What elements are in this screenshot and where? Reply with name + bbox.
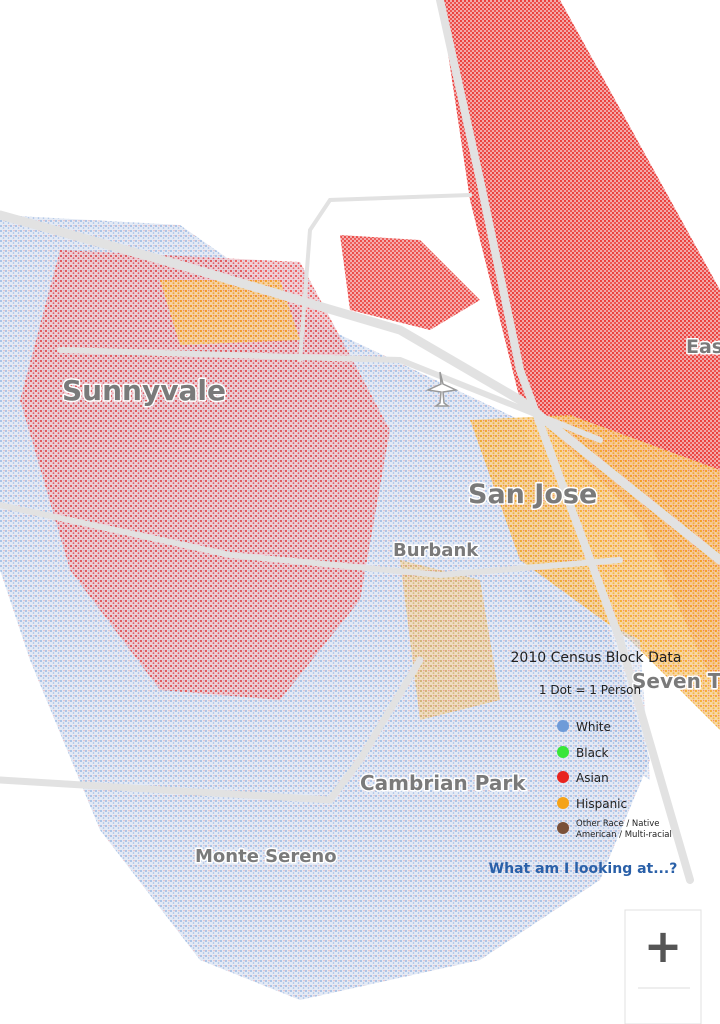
- legend-label: Other Race / Native: [576, 819, 659, 829]
- legend-swatch: [557, 822, 569, 834]
- place-label: Sunnyvale: [62, 374, 226, 407]
- place-label: Burbank: [393, 540, 479, 561]
- legend-subtitle: 1 Dot = 1 Person: [539, 683, 641, 697]
- place-label: Monte Sereno: [195, 846, 337, 867]
- legend-swatch: [557, 771, 569, 783]
- legend-swatch: [557, 797, 569, 809]
- roads: [0, 0, 720, 884]
- legend: 2010 Census Block Data 1 Dot = 1 Person …: [511, 650, 682, 840]
- legend-swatch: [557, 746, 569, 758]
- place-label: Eas: [686, 336, 720, 358]
- legend-title: 2010 Census Block Data: [511, 650, 682, 666]
- dot-density: [0, 0, 720, 1000]
- legend-label: Hispanic: [576, 797, 627, 811]
- airport-icon: [425, 371, 459, 407]
- place-label: Cambrian Park: [360, 771, 526, 795]
- info-link[interactable]: What am I looking at...?: [489, 861, 678, 877]
- legend-label: American / Multi-racial: [576, 830, 672, 840]
- zoom-control[interactable]: +: [624, 909, 702, 1024]
- legend-label: Black: [576, 746, 609, 760]
- legend-label: White: [576, 720, 611, 734]
- zoom-in[interactable]: +: [644, 919, 683, 973]
- legend-label: Asian: [576, 771, 609, 785]
- zoom-box: [624, 909, 702, 1024]
- place-label: San Jose: [468, 479, 597, 510]
- place-label: Seven T: [632, 669, 720, 693]
- legend-swatch: [557, 720, 569, 732]
